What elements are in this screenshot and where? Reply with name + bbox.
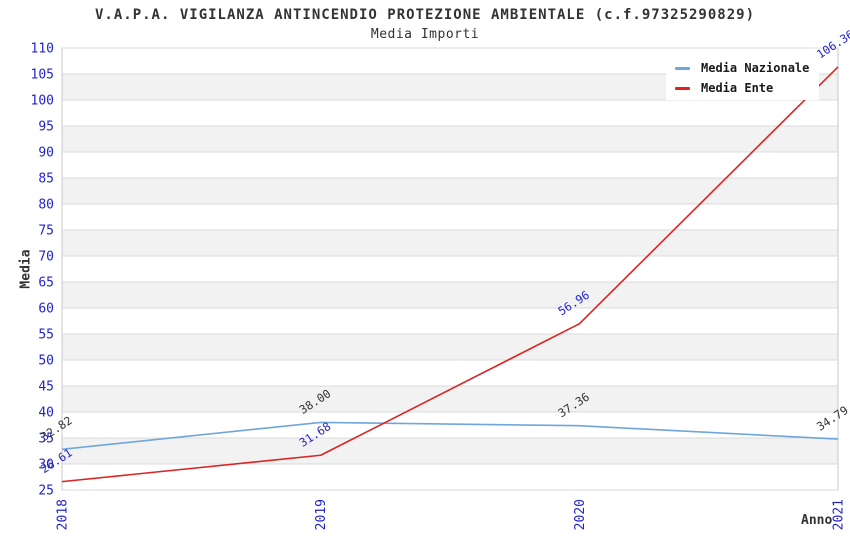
series-line-media-nazionale [61,421,839,451]
chart-title: V.A.P.A. VIGILANZA ANTINCENDIO PROTEZION… [94,7,755,23]
legend-label-media-ente: Media Ente [701,81,774,95]
series-line-media-ente [61,66,839,483]
y-tick-label: 110 [31,42,54,57]
y-tick-label: 80 [38,198,54,213]
plot-band [62,360,838,386]
plot-band [62,308,838,334]
chart-subtitle: Media Importi [370,27,480,42]
plot-band [62,230,838,256]
y-tick-label: 85 [38,172,54,187]
plot-band [62,100,838,126]
y-tick-label: 65 [38,276,54,291]
plot-band [62,152,838,178]
legend-item-media-ente[interactable]: Media Ente [675,81,809,95]
plot-band [62,126,838,152]
y-tick-label: 25 [38,484,54,499]
plot-band [62,256,838,282]
y-tick-label: 35 [38,432,54,447]
x-tick-label: 2018 [56,499,71,530]
media-ente-line-swatch-icon [675,86,690,90]
plot-band [62,464,838,490]
y-tick-label: 50 [38,354,54,369]
x-tick-label: 2019 [314,499,329,530]
plot-band [62,204,838,230]
x-tick-label: 2020 [573,499,588,530]
y-tick-label: 70 [38,250,54,265]
plot-band [62,412,838,438]
y-axis-title: Media [18,249,34,289]
y-tick-label: 90 [38,146,54,161]
legend-label-media-nazionale: Media Nazionale [701,61,810,75]
plot-band [62,438,838,464]
y-tick-label: 45 [38,380,54,395]
legend-item-media-nazionale[interactable]: Media Nazionale [675,61,809,75]
x-tick-label: 2021 [832,499,847,530]
legend: Media Nazionale Media Ente [666,57,820,100]
media-nazionale-line-swatch-icon [675,66,690,70]
y-tick-label: 75 [38,224,54,239]
y-tick-label: 55 [38,328,54,343]
y-tick-label: 60 [38,302,54,317]
plot-band [62,334,838,360]
y-tick-label: 40 [38,406,54,421]
y-tick-label: 105 [31,68,54,83]
y-tick-label: 100 [31,94,54,109]
plot-band [62,178,838,204]
y-tick-label: 30 [38,458,54,473]
x-axis-title: Anno [801,513,833,528]
y-tick-label: 95 [38,120,54,135]
plot-band [62,282,838,308]
